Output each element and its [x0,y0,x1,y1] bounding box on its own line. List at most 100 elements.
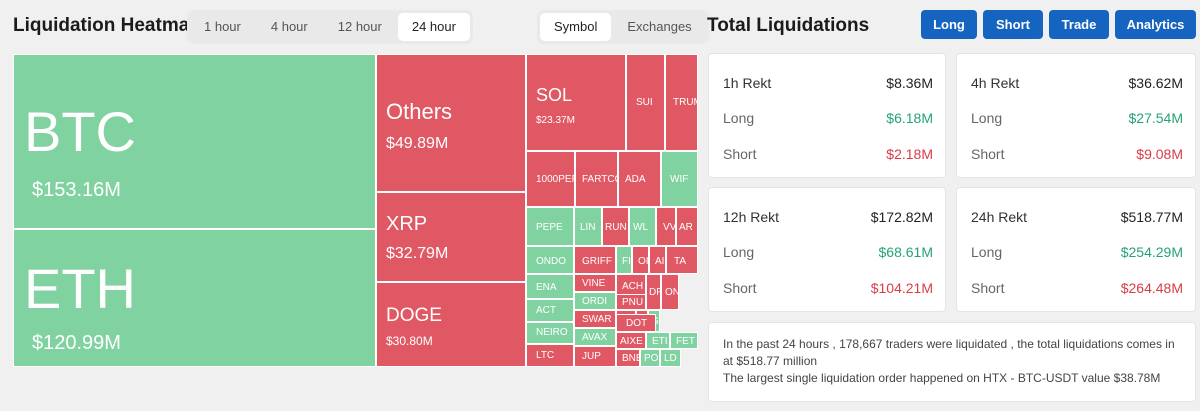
treemap-tile-ar[interactable]: AR [676,207,698,246]
card-total: $518.77M [1120,209,1183,225]
tab-symbol[interactable]: Symbol [540,13,612,41]
tile-symbol: LD [664,353,677,364]
treemap-tile-neiro[interactable]: NEIRO [526,322,574,344]
treemap-tile-df[interactable]: DF [646,274,661,310]
short-label: Short [723,280,757,296]
trade-button[interactable]: Trade [1049,10,1109,39]
treemap-tile-on[interactable]: ON [661,274,679,310]
treemap-tile-doge[interactable]: DOGE $30.80M [376,282,526,367]
treemap-tile-ada[interactable]: ADA [618,151,661,207]
tile-symbol: GRIFF [582,256,612,267]
treemap-tile-ta[interactable]: TA [666,246,698,274]
tab-4-hour[interactable]: 4 hour [270,19,308,34]
treemap-tile-ai[interactable]: AI [649,246,666,274]
treemap-tile-pnu[interactable]: PNU [616,294,646,310]
treemap-tile-others[interactable]: Others $49.89M [376,54,526,192]
liquidation-summary: In the past 24 hours , 178,667 traders w… [708,322,1196,402]
long-label: Long [971,244,1003,260]
short-button[interactable]: Short [983,10,1043,39]
card-24h-rekt: 24h Rekt $518.77M Long $254.29M Short $264.… [956,187,1196,312]
tile-value: $120.99M [32,332,121,354]
long-label: Long [971,110,1003,126]
treemap-tile-ordi[interactable]: ORDI [574,292,616,310]
tile-symbol: ON [665,287,679,298]
tile-symbol: ADA [625,174,646,185]
long-button[interactable]: Long [921,10,977,39]
treemap-tile-oi[interactable]: OI [632,246,649,274]
tile-symbol: DOGE [386,305,442,326]
card-12h-rekt: 12h Rekt $172.82M Long $68.61M Short $104.2… [708,187,946,312]
tile-symbol: BTC [24,100,136,163]
tile-symbol: LTC [536,350,555,361]
treemap-tile-ld[interactable]: LD [660,349,681,367]
tab-exchanges[interactable]: Exchanges [627,19,692,34]
treemap-tile-avax[interactable]: AVAX [574,328,616,346]
treemap-tile-eth[interactable]: ETH $120.99M [13,229,376,367]
tile-value: $153.16M [32,179,121,201]
long-value: $254.29M [1120,244,1183,260]
tile-symbol: OI [638,256,649,267]
view-tabs: Symbol Exchanges [537,10,709,44]
time-range-tabs: 1 hour 4 hour 12 hour 24 hour [187,10,473,44]
tile-symbol: ACT [536,305,556,316]
treemap-tile-vine[interactable]: VINE [574,274,616,292]
tile-symbol: PNU [622,297,644,308]
treemap-tile-lin[interactable]: LIN [574,207,602,246]
total-liquidations-title: Total Liquidations [707,15,870,36]
tile-symbol: VV [663,222,676,233]
tile-symbol: AIXE [620,336,643,347]
treemap-tile-fet[interactable]: FET [670,332,698,349]
treemap-tile-sol[interactable]: SOL $23.37M [526,54,626,151]
treemap-tile-act[interactable]: ACT [526,299,574,322]
treemap-tile-bnb[interactable]: BNB [616,349,640,367]
treemap-tile-wl[interactable]: WL [629,207,656,246]
short-label: Short [971,280,1005,296]
long-label: Long [723,244,755,260]
short-value: $2.18M [886,146,933,162]
treemap-tile-pepe[interactable]: PEPE [526,207,574,246]
treemap-tile-trum[interactable]: TRUM [665,54,698,151]
treemap-tile-sui[interactable]: SUI [626,54,665,151]
treemap-tile-btc[interactable]: BTC $153.16M [13,54,376,229]
tile-symbol: AR [679,222,693,233]
tile-symbol: ACH [622,281,644,292]
treemap-tile-xrp[interactable]: XRP $32.79M [376,192,526,282]
short-value: $264.48M [1120,280,1183,296]
treemap-tile-po[interactable]: PO [640,349,660,367]
long-value: $6.18M [886,110,933,126]
treemap-tile-griff[interactable]: GRIFF [574,246,616,274]
treemap-tile-dot[interactable]: DOT [616,314,656,332]
tile-value: $23.37M [536,115,575,126]
summary-line-2: The largest single liquidation order hap… [723,371,1161,385]
treemap-tile-run[interactable]: RUN [602,207,629,246]
tile-symbol: PEPE [536,222,563,233]
treemap-tile-aixe[interactable]: AIXE [616,332,646,349]
tile-symbol: DF [649,287,660,298]
treemap-tile-fartco[interactable]: FARTCO [575,151,618,207]
treemap-tile-jup[interactable]: JUP [574,346,616,367]
analytics-button[interactable]: Analytics [1115,10,1196,39]
treemap-tile-wif[interactable]: WIF [661,151,698,207]
tile-symbol: TRUM [673,97,697,108]
treemap-tile-1000pep[interactable]: 1000PEP [526,151,575,207]
tile-symbol: DOT [626,318,648,329]
card-total: $172.82M [870,209,933,225]
treemap-tile-fi[interactable]: FI [616,246,632,274]
tile-symbol: Others [386,99,453,124]
treemap-tile-ena[interactable]: ENA [526,274,574,299]
short-value: $104.21M [870,280,933,296]
tile-symbol: BNB [622,353,639,364]
card-title: 1h Rekt [723,75,772,91]
treemap-tile-vv[interactable]: VV [656,207,676,246]
tile-symbol: AVAX [582,332,608,343]
long-label: Long [723,110,755,126]
page-title: Liquidation Heatmap [13,15,201,36]
card-title: 12h Rekt [723,209,780,225]
tab-1-hour[interactable]: 1 hour [204,19,241,34]
treemap-tile-ondo[interactable]: ONDO [526,246,574,274]
tab-24-hour[interactable]: 24 hour [397,13,470,41]
treemap-tile-ltc[interactable]: LTC [526,344,574,367]
tab-12-hour[interactable]: 12 hour [337,19,382,34]
treemap-tile-eti[interactable]: ETI [646,332,670,349]
treemap-tile-swar[interactable]: SWAR [574,310,616,328]
